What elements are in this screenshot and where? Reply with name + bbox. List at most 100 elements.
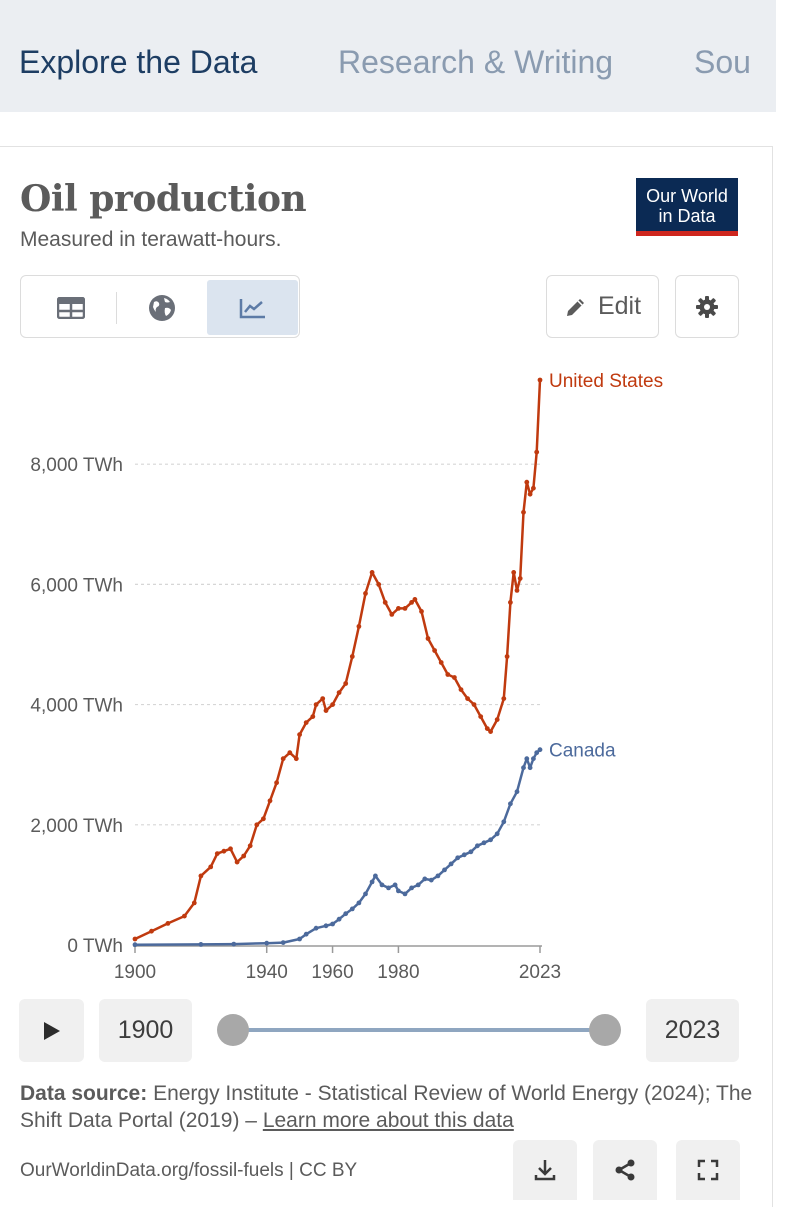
- share-button[interactable]: [593, 1140, 657, 1200]
- fullscreen-button[interactable]: [676, 1140, 740, 1200]
- data-point-united-states[interactable]: [531, 485, 536, 491]
- data-point-united-states[interactable]: [198, 873, 204, 879]
- data-point-united-states[interactable]: [303, 720, 309, 725]
- data-point-united-states[interactable]: [478, 714, 484, 719]
- tab-chart[interactable]: [207, 280, 298, 335]
- data-point-united-states[interactable]: [521, 509, 526, 515]
- data-point-united-states[interactable]: [349, 654, 355, 659]
- data-point-united-states[interactable]: [389, 612, 395, 617]
- data-point-canada[interactable]: [396, 888, 401, 894]
- data-point-canada[interactable]: [468, 849, 474, 855]
- data-point-canada[interactable]: [508, 801, 513, 807]
- data-point-united-states[interactable]: [132, 936, 138, 942]
- tab-explore-the-data[interactable]: Explore the Data: [19, 44, 258, 80]
- data-point-canada[interactable]: [349, 906, 355, 912]
- data-point-canada[interactable]: [442, 867, 447, 873]
- data-point-canada[interactable]: [501, 819, 507, 825]
- timeline-end-year[interactable]: 2023: [646, 999, 739, 1062]
- data-point-canada[interactable]: [198, 942, 204, 947]
- data-point-canada[interactable]: [514, 789, 520, 795]
- data-point-united-states[interactable]: [336, 690, 342, 695]
- data-point-canada[interactable]: [428, 877, 434, 883]
- data-point-united-states[interactable]: [534, 449, 540, 455]
- download-button[interactable]: [513, 1140, 577, 1200]
- data-point-united-states[interactable]: [320, 696, 326, 701]
- data-point-united-states[interactable]: [537, 377, 543, 383]
- data-point-united-states[interactable]: [214, 851, 220, 856]
- data-point-united-states[interactable]: [310, 714, 316, 719]
- data-point-united-states[interactable]: [267, 798, 273, 804]
- series-label-canada[interactable]: Canada: [549, 741, 616, 762]
- tab-research-and-writing[interactable]: Research & Writing: [338, 44, 614, 80]
- data-point-canada[interactable]: [409, 885, 414, 891]
- data-point-united-states[interactable]: [280, 756, 286, 762]
- data-point-united-states[interactable]: [323, 708, 329, 713]
- tab-sources[interactable]: Sou: [694, 44, 751, 80]
- owid-logo[interactable]: Our World in Data: [636, 178, 738, 236]
- data-point-canada[interactable]: [475, 843, 480, 849]
- data-point-united-states[interactable]: [382, 600, 388, 605]
- data-point-united-states[interactable]: [191, 900, 197, 906]
- data-point-canada[interactable]: [455, 855, 461, 861]
- data-point-united-states[interactable]: [402, 606, 408, 611]
- data-point-united-states[interactable]: [471, 702, 477, 707]
- data-point-united-states[interactable]: [412, 597, 418, 602]
- data-point-united-states[interactable]: [524, 479, 530, 485]
- data-point-canada[interactable]: [524, 756, 530, 762]
- data-point-canada[interactable]: [231, 941, 237, 947]
- data-point-united-states[interactable]: [261, 816, 266, 822]
- data-point-united-states[interactable]: [293, 756, 299, 762]
- data-point-united-states[interactable]: [504, 654, 510, 659]
- data-point-canada[interactable]: [297, 936, 302, 942]
- data-point-canada[interactable]: [280, 940, 286, 945]
- data-point-canada[interactable]: [527, 765, 533, 771]
- footer-url[interactable]: OurWorldinData.org/fossil-fuels | CC BY: [20, 1160, 358, 1181]
- data-point-canada[interactable]: [402, 891, 408, 897]
- data-point-canada[interactable]: [531, 756, 536, 762]
- data-point-united-states[interactable]: [396, 606, 401, 611]
- data-point-canada[interactable]: [356, 900, 362, 906]
- data-point-united-states[interactable]: [517, 576, 523, 581]
- data-point-canada[interactable]: [481, 840, 487, 846]
- data-point-canada[interactable]: [392, 882, 398, 888]
- data-point-united-states[interactable]: [182, 913, 187, 919]
- data-point-united-states[interactable]: [501, 696, 507, 701]
- data-point-canada[interactable]: [537, 747, 543, 753]
- data-point-united-states[interactable]: [221, 848, 227, 854]
- series-label-united-states[interactable]: United States: [549, 371, 663, 392]
- timeline-start-handle[interactable]: [217, 1014, 249, 1046]
- data-point-united-states[interactable]: [376, 582, 382, 587]
- data-point-united-states[interactable]: [363, 591, 368, 596]
- data-point-united-states[interactable]: [228, 846, 233, 852]
- timeline-end-handle[interactable]: [589, 1014, 621, 1046]
- data-point-canada[interactable]: [343, 911, 349, 917]
- data-point-canada[interactable]: [336, 916, 342, 922]
- data-point-united-states[interactable]: [287, 750, 293, 756]
- timeline-track[interactable]: [233, 1028, 605, 1032]
- data-point-canada[interactable]: [363, 891, 368, 897]
- data-point-united-states[interactable]: [494, 717, 500, 722]
- data-point-canada[interactable]: [415, 882, 421, 888]
- data-point-canada[interactable]: [494, 831, 500, 837]
- data-point-united-states[interactable]: [419, 609, 424, 614]
- data-point-canada[interactable]: [435, 873, 441, 879]
- data-point-united-states[interactable]: [254, 822, 260, 828]
- data-point-united-states[interactable]: [241, 853, 247, 859]
- data-point-canada[interactable]: [521, 765, 526, 771]
- data-point-united-states[interactable]: [208, 864, 214, 870]
- data-point-united-states[interactable]: [508, 600, 513, 605]
- data-point-canada[interactable]: [534, 750, 540, 756]
- data-point-canada[interactable]: [313, 925, 319, 931]
- learn-more-link[interactable]: Learn more about this data: [262, 1109, 514, 1132]
- data-point-canada[interactable]: [386, 885, 391, 891]
- data-point-canada[interactable]: [422, 876, 428, 882]
- data-point-united-states[interactable]: [297, 732, 302, 737]
- data-point-canada[interactable]: [488, 837, 493, 843]
- data-point-united-states[interactable]: [274, 780, 279, 786]
- data-point-united-states[interactable]: [165, 921, 171, 926]
- data-point-united-states[interactable]: [369, 570, 375, 575]
- edit-button[interactable]: Edit: [546, 275, 659, 338]
- play-button[interactable]: [19, 999, 84, 1062]
- settings-button[interactable]: [675, 275, 739, 338]
- data-point-canada[interactable]: [303, 931, 309, 937]
